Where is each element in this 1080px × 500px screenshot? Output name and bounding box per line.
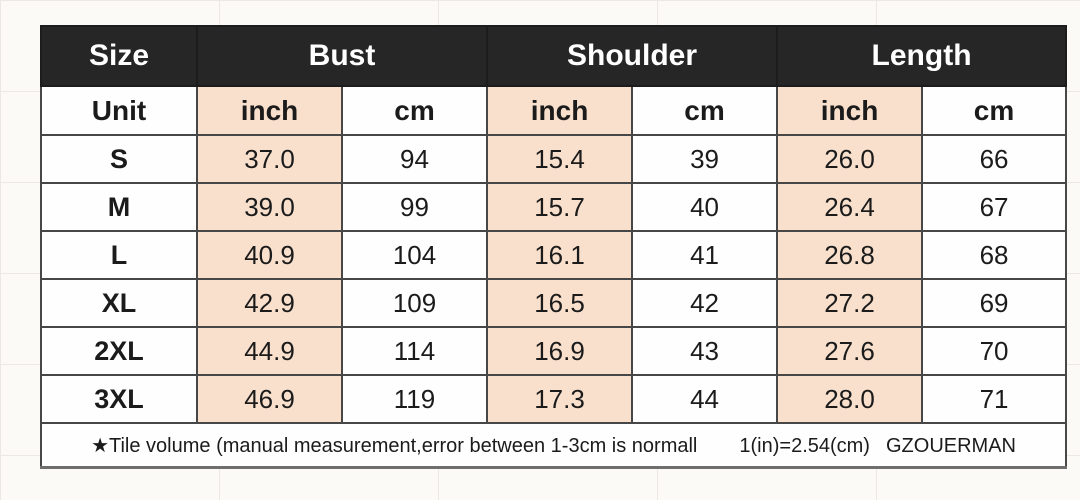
size-chart-body: S 37.0 94 15.4 39 26.0 66 M 39.0 99 15.7 40 26.4 67 L 4… [40,134,1068,424]
unit-inch-bust: inch [196,85,343,136]
size-cell: 2XL [40,326,198,376]
inch-value-cell: 15.4 [486,134,634,184]
header-size: Size [40,25,198,87]
inch-value-cell: 44.9 [196,326,343,376]
size-chart-table: Size Bust Shoulder Length Unit inch cm i… [39,25,1068,469]
unit-row: Unit inch cm inch cm inch cm [40,85,1068,136]
table-row: XL 42.9 109 16.5 42 27.2 69 [40,278,1068,328]
cm-value-cell: 68 [921,230,1068,280]
inch-value-cell: 26.8 [776,230,924,280]
unit-inch-shoulder: inch [486,85,634,136]
group-header-row: Size Bust Shoulder Length [40,25,1068,87]
cm-value-cell: 71 [921,374,1068,424]
inch-value-cell: 37.0 [196,134,343,184]
cm-value-cell: 41 [631,230,779,280]
footer-row: ★Tile volume (manual measurement,error b… [39,422,1068,469]
cm-value-cell: 114 [340,326,489,376]
cm-value-cell: 44 [631,374,779,424]
footer-cell: ★Tile volume (manual measurement,error b… [39,422,1068,469]
cm-value-cell: 39 [631,134,779,184]
unit-cm-bust: cm [340,85,489,136]
unit-cm-length: cm [921,85,1068,136]
inch-value-cell: 46.9 [196,374,343,424]
measurement-note: ★Tile volume (manual measurement,error b… [91,434,698,457]
cm-value-cell: 66 [921,134,1068,184]
header-shoulder: Shoulder [486,25,779,87]
unit-cm-shoulder: cm [631,85,779,136]
size-cell: M [40,182,198,232]
cm-value-cell: 109 [340,278,489,328]
inch-value-cell: 39.0 [196,182,343,232]
inch-value-cell: 40.9 [196,230,343,280]
size-cell: 3XL [40,374,198,424]
unit-inch-length: inch [776,85,924,136]
brand-name: GZOUERMAN [885,434,1016,457]
table-row: M 39.0 99 15.7 40 26.4 67 [40,182,1068,232]
cm-value-cell: 40 [631,182,779,232]
inch-value-cell: 42.9 [196,278,343,328]
inch-value-cell: 16.9 [486,326,634,376]
table-row: 2XL 44.9 114 16.9 43 27.6 70 [40,326,1068,376]
unit-label: Unit [40,85,198,136]
cm-value-cell: 42 [631,278,779,328]
size-cell: S [40,134,198,184]
inch-value-cell: 27.6 [776,326,924,376]
cm-value-cell: 104 [340,230,489,280]
conversion-formula: 1(in)=2.54(cm) [739,434,870,457]
star-icon: ★ [91,434,109,457]
size-cell: XL [40,278,198,328]
footer-line: ★Tile volume (manual measurement,error b… [43,433,1064,458]
inch-value-cell: 16.5 [486,278,634,328]
cm-value-cell: 119 [340,374,489,424]
cm-value-cell: 99 [340,182,489,232]
inch-value-cell: 16.1 [486,230,634,280]
inch-value-cell: 17.3 [486,374,634,424]
inch-value-cell: 26.4 [776,182,924,232]
header-length: Length [776,25,1068,87]
size-cell: L [40,230,198,280]
cm-value-cell: 67 [921,182,1068,232]
cm-value-cell: 69 [921,278,1068,328]
table-row: S 37.0 94 15.4 39 26.0 66 [40,134,1068,184]
table-row: L 40.9 104 16.1 41 26.8 68 [40,230,1068,280]
header-bust: Bust [195,25,489,87]
inch-value-cell: 28.0 [776,374,924,424]
cm-value-cell: 70 [921,326,1068,376]
table-row: 3XL 46.9 119 17.3 44 28.0 71 [40,374,1068,424]
cm-value-cell: 94 [340,134,489,184]
cm-value-cell: 43 [631,326,779,376]
inch-value-cell: 15.7 [486,182,634,232]
inch-value-cell: 27.2 [776,278,924,328]
inch-value-cell: 26.0 [776,134,924,184]
